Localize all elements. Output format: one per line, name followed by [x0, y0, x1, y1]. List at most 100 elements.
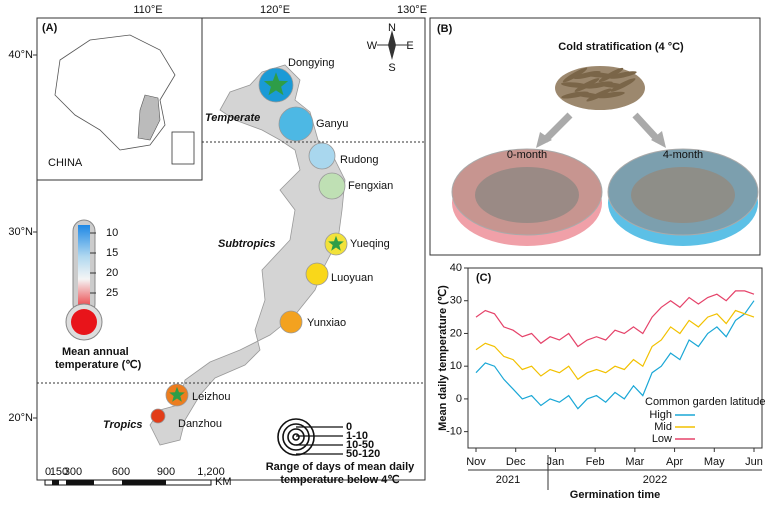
label: Dongying [288, 57, 334, 69]
label: Danzhou [178, 418, 222, 430]
label: 300 [64, 466, 82, 478]
label: 1,200 [197, 466, 225, 478]
label: Leizhou [192, 391, 231, 403]
scale-bar [122, 480, 166, 485]
plot-frame [467, 267, 763, 449]
x-tick-label: Mar [625, 456, 644, 468]
x-tick-label: Feb [586, 456, 605, 468]
label: 10 [106, 227, 118, 239]
seed [562, 67, 588, 83]
label: 0 [45, 466, 51, 478]
label: Yueqing [350, 238, 390, 250]
label: High [649, 409, 672, 421]
label: Mid [654, 421, 672, 433]
y-axis-title: Mean daily temperature (℃) [437, 285, 449, 431]
label: Subtropics [218, 238, 275, 250]
seed [610, 78, 636, 92]
dish-seeds [631, 167, 735, 223]
label: 50-120 [346, 448, 380, 460]
label: 150 [50, 466, 68, 478]
label: N [388, 22, 396, 34]
label: Cold stratification (4 °C) [558, 41, 684, 53]
label: Ganyu [316, 118, 348, 130]
seed [609, 71, 637, 79]
label: 120°E [260, 4, 290, 16]
label: Rudong [340, 154, 379, 166]
seed [598, 67, 624, 83]
arrow [651, 131, 666, 148]
label: 40°N [8, 49, 33, 61]
series-line [475, 300, 755, 410]
site [318, 172, 346, 200]
label: temperature below 4℃ [280, 474, 399, 486]
series-line [475, 290, 755, 348]
label: 0 [346, 421, 352, 433]
label: Range of days of mean daily [266, 461, 415, 473]
seed [574, 78, 600, 92]
scale-bar [52, 480, 59, 485]
label: Common garden latitude [645, 396, 765, 408]
label: 20°N [8, 412, 33, 424]
y-tick-label: 40 [450, 262, 462, 274]
label: Low [652, 433, 672, 445]
label: (C) [476, 272, 492, 284]
label: 600 [112, 466, 130, 478]
label: 110°E [133, 4, 162, 16]
label: 25 [106, 287, 118, 299]
site [305, 262, 329, 286]
label: 4-month [663, 149, 703, 161]
x-tick-label: Dec [506, 456, 526, 468]
seed [597, 91, 625, 99]
site [308, 142, 336, 170]
y-tick-label: 10 [450, 360, 462, 372]
y-tick-label: 20 [450, 327, 462, 339]
label: (A) [42, 22, 58, 34]
site-star [328, 235, 344, 251]
scale-bar [66, 480, 94, 485]
label: 15 [106, 247, 118, 259]
label: CHINA [48, 157, 83, 169]
site-star [263, 72, 289, 96]
label: E [406, 40, 413, 52]
x-tick-label: Jun [745, 456, 763, 468]
series-line [475, 309, 755, 381]
label: (B) [437, 23, 453, 35]
label: 2021 [496, 474, 520, 486]
arrow [542, 112, 573, 143]
y-tick-label: 30 [450, 295, 462, 307]
label: 900 [157, 466, 175, 478]
inset-box [171, 131, 195, 165]
y-tick-label: -10 [446, 426, 462, 438]
x-tick-label: Apr [666, 456, 683, 468]
seed [586, 88, 612, 102]
label: Germination time [570, 489, 660, 501]
label: 20 [106, 267, 118, 279]
label: temperature (℃) [55, 359, 142, 371]
thermometer-scale [78, 225, 90, 315]
label: Tropics [103, 419, 143, 431]
label: 2022 [643, 474, 667, 486]
label: S [388, 62, 395, 74]
label: Fengxian [348, 180, 393, 192]
site [150, 408, 166, 424]
label: 1-10 [346, 430, 368, 442]
label: W [367, 40, 378, 52]
label: 0-month [507, 149, 547, 161]
thermometer-bulb [71, 309, 97, 335]
x-tick-label: Nov [466, 456, 486, 468]
arrow [632, 112, 661, 143]
y-tick-label: 0 [456, 393, 462, 405]
arrow [536, 132, 552, 148]
site [278, 106, 314, 142]
label: KM [215, 476, 232, 488]
dish-seeds [475, 167, 579, 223]
label: Luoyuan [331, 272, 373, 284]
site-star [169, 386, 185, 402]
inset-coast [137, 94, 161, 141]
x-tick-label: May [704, 456, 725, 468]
coastal-map [149, 64, 346, 446]
ring-legend [277, 418, 315, 456]
label: Mean annual [62, 346, 129, 358]
label: Temperate [205, 112, 260, 124]
